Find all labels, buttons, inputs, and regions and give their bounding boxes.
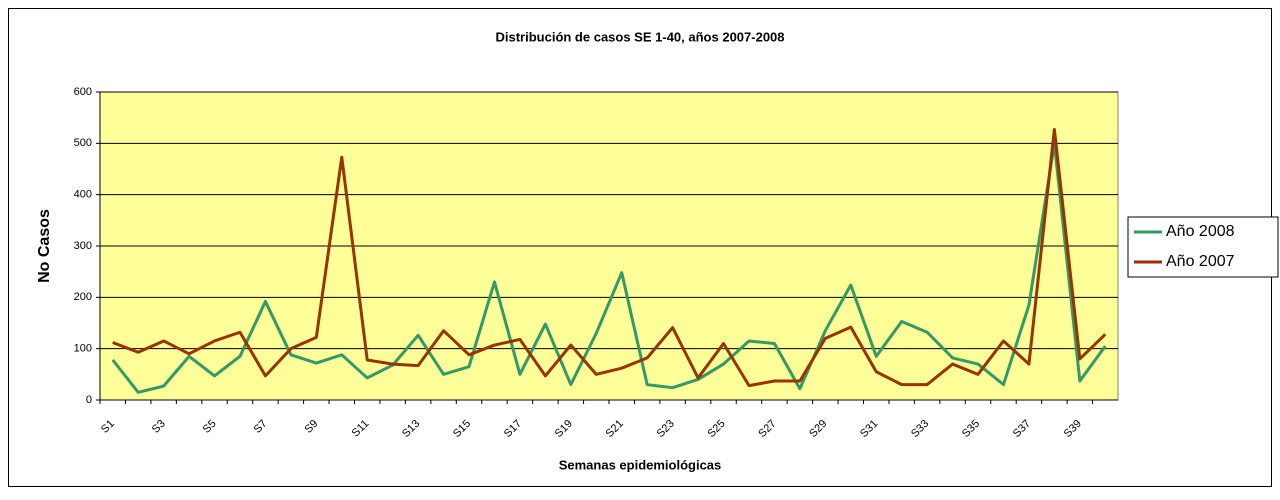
series-line	[111, 141, 1107, 394]
y-tick-label: 400	[74, 189, 92, 201]
legend-label: Año 2008	[1166, 223, 1235, 240]
x-axis-label: Semanas epidemiológicas	[559, 457, 722, 472]
y-tick-label: 200	[74, 291, 92, 303]
legend-box	[1127, 216, 1279, 278]
series-line	[112, 127, 1107, 388]
y-tick-label: 300	[74, 240, 92, 252]
y-tick-label: 500	[74, 137, 92, 149]
y-axis-label: No Casos	[36, 209, 53, 283]
y-tick-label: 100	[74, 343, 92, 355]
y-tick-label: 600	[74, 86, 92, 98]
legend-label: Año 2007	[1166, 253, 1235, 270]
chart-title: Distribución de casos SE 1-40, años 2007…	[495, 29, 784, 44]
y-tick-label: 0	[86, 394, 92, 406]
